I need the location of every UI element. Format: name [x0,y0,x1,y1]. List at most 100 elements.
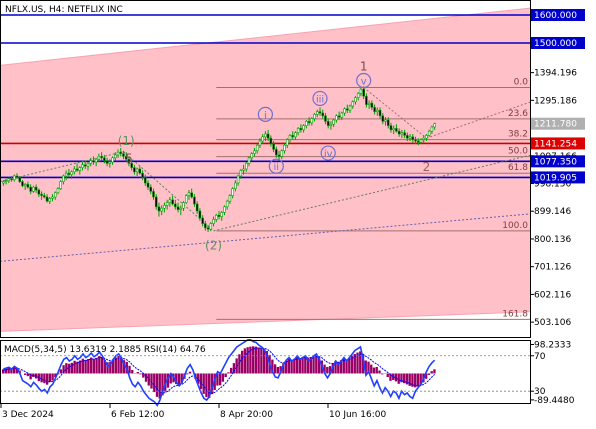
candle-body [338,116,340,117]
macd-bar [24,373,26,374]
candle-body [161,208,163,211]
price-tick-label: 1394.196 [534,69,577,79]
macd-bar [387,373,389,377]
candle-body [2,182,4,183]
candle-body [155,197,157,207]
candle-body [374,107,376,111]
candle-body [385,120,387,121]
candle-body [95,159,97,162]
indicator-tick-label: -89.4480 [534,396,575,406]
macd-bar [46,373,48,384]
candle-body [204,224,206,228]
candle-body [213,219,215,223]
price-level-badge: 1141.254 [534,139,577,149]
candle-body [199,211,201,218]
candle-body [425,135,427,138]
candle-body [335,116,337,120]
price-level-badge: 1077.350 [534,157,577,167]
time-tick-label: 10 Jun 16:00 [329,410,386,420]
candle-body [311,119,313,123]
candle-body [49,198,51,201]
candle-body [368,103,370,104]
wave-label: ii [274,162,280,173]
wave-label: iii [316,94,324,105]
price-tick-label: 1295.186 [534,96,577,106]
price-tick-label: 800.136 [534,235,571,245]
candle [185,194,187,204]
wave-label: 1 [360,60,368,74]
macd-bar [40,373,42,382]
candle-body [191,193,193,197]
candle-body [393,128,395,129]
candle-body [281,151,283,157]
candle-body [185,196,187,203]
macd-bar [244,348,246,373]
macd-bar [142,373,144,377]
macd-bar [398,373,400,383]
candle-body [117,152,119,155]
macd-bar [370,365,372,374]
macd-bar [87,359,89,373]
candle-body [270,138,272,144]
candle-body [79,168,81,171]
candle-body [248,158,250,164]
macd-bar [359,351,361,373]
macd-bar [222,373,224,381]
macd-bar [260,348,262,373]
candle-body [409,137,411,138]
candle-body [35,187,37,190]
candle-body [120,152,122,153]
candle-body [237,176,239,183]
macd-bar [378,371,380,374]
macd-bar [95,358,97,374]
candle-body [210,224,212,230]
macd-bar [246,347,248,373]
wave-label: 2 [423,160,431,174]
indicator-tick-label: 98.2333 [534,340,571,350]
fib-label: 61.8 [508,163,528,173]
candle-body [166,203,168,206]
candle-body [278,155,280,156]
candle-body [139,169,141,173]
candle-body [420,140,422,143]
macd-bar [312,356,314,374]
fib-label: 100.0 [502,221,528,231]
candle-body [73,169,75,172]
candle-body [314,114,316,118]
wave-label: v [361,77,367,88]
macd-bar [326,367,328,373]
macd-bar [101,358,103,374]
candle-body [188,193,190,196]
candle-body [387,120,389,126]
macd-bar [84,360,86,374]
candle-body [344,109,346,113]
macd-bar [241,351,243,374]
macd-bar [139,373,141,374]
time-tick-label: 3 Dec 2024 [2,410,54,420]
price-tick-label: 701.126 [534,263,571,273]
candle-body [218,215,220,216]
candle-body [316,112,318,115]
candle-body [62,176,64,182]
candle-body [133,168,135,172]
candle-body [417,141,419,142]
candle-body [41,194,43,195]
candle-body [240,170,242,176]
macd-bar [156,373,158,396]
candle-body [352,102,354,106]
candle-body [254,151,256,154]
price-tick-label: 503.106 [534,318,571,328]
price-level-badge: 1019.905 [534,173,577,183]
candle-body [275,149,277,155]
wave-label: 5 [125,152,133,166]
indicator-tick-label: 70 [534,352,546,362]
macd-bar [392,373,394,379]
macd-bar [43,373,45,383]
candle-body [423,138,425,139]
candle-body [101,156,103,157]
candle-body [234,183,236,189]
macd-bar [299,358,301,373]
macd-bar [131,370,133,374]
macd-bar [277,367,279,373]
